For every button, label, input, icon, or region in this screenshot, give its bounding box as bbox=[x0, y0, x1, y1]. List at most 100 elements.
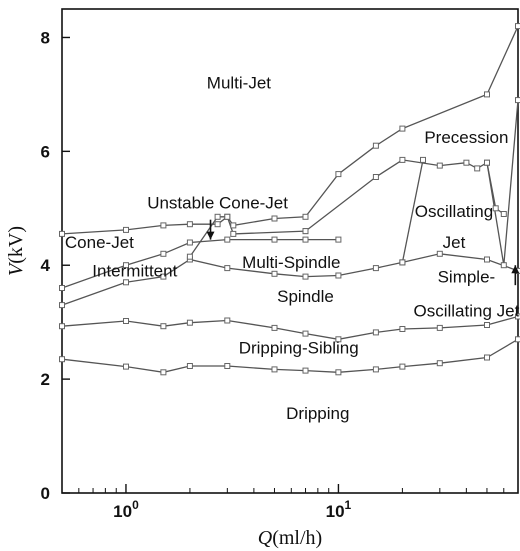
data-point bbox=[271, 324, 278, 331]
data-point bbox=[399, 156, 406, 163]
data-point bbox=[302, 273, 309, 280]
data-point bbox=[436, 250, 443, 257]
data-point bbox=[230, 222, 237, 229]
data-point bbox=[515, 97, 520, 104]
region-label: Jet bbox=[443, 233, 466, 252]
region-label: Precession bbox=[424, 128, 508, 147]
data-point bbox=[335, 236, 342, 243]
data-point bbox=[492, 205, 499, 212]
region-label: Dripping-Sibling bbox=[239, 339, 359, 358]
data-point bbox=[474, 165, 481, 172]
data-point bbox=[214, 221, 221, 228]
data-point bbox=[436, 324, 443, 331]
data-point bbox=[224, 213, 231, 220]
region-label: Multi-Spindle bbox=[242, 253, 340, 272]
data-point bbox=[335, 171, 342, 178]
data-point bbox=[224, 317, 231, 324]
data-point bbox=[302, 367, 309, 374]
data-point bbox=[160, 323, 167, 330]
data-point bbox=[160, 222, 167, 229]
region-label: Dripping bbox=[286, 404, 349, 423]
data-point bbox=[399, 363, 406, 370]
data-point bbox=[484, 322, 490, 328]
data-point bbox=[399, 326, 406, 332]
data-point bbox=[515, 313, 520, 320]
region-label: Unstable Cone-Jet bbox=[147, 193, 288, 212]
data-point bbox=[59, 230, 65, 237]
x-axis-label: Q(ml/h) bbox=[258, 527, 322, 549]
data-point bbox=[302, 228, 309, 235]
data-point bbox=[160, 369, 167, 376]
annotation-arrow-2 bbox=[511, 265, 520, 286]
data-point bbox=[372, 174, 379, 180]
data-point bbox=[123, 226, 129, 233]
data-point bbox=[302, 213, 309, 220]
data-point bbox=[515, 23, 520, 30]
boundary-line-8 bbox=[401, 159, 424, 263]
x-axis-label-unit: (ml/h) bbox=[272, 527, 322, 549]
data-point bbox=[160, 273, 167, 280]
data-point bbox=[436, 162, 443, 169]
data-point bbox=[271, 366, 278, 373]
data-point bbox=[484, 256, 490, 263]
data-point bbox=[399, 259, 406, 266]
y-axis-label: V(kV) bbox=[5, 226, 27, 276]
data-point bbox=[335, 369, 342, 376]
y-axis-label-unit: (kV) bbox=[5, 226, 27, 264]
data-point bbox=[224, 265, 231, 272]
x-tick-label: 100 bbox=[113, 498, 139, 521]
data-point bbox=[500, 211, 507, 217]
data-point bbox=[123, 318, 129, 324]
data-point bbox=[59, 302, 65, 309]
data-point bbox=[160, 250, 167, 257]
data-point bbox=[372, 265, 379, 272]
data-point bbox=[420, 156, 426, 163]
data-point bbox=[372, 329, 379, 336]
data-point bbox=[224, 236, 231, 243]
data-point bbox=[302, 236, 309, 243]
region-label: Simple- bbox=[438, 267, 496, 286]
marker-layer bbox=[59, 23, 520, 376]
data-point bbox=[335, 272, 342, 279]
y-tick-label: 8 bbox=[41, 28, 50, 47]
data-point bbox=[500, 262, 507, 269]
data-point bbox=[372, 366, 379, 373]
tick-layer: 0 2 4 6 8 100 101 bbox=[41, 28, 505, 521]
boundary-line-4 bbox=[61, 238, 339, 289]
annotation-arrow-1 bbox=[206, 219, 215, 240]
data-point bbox=[515, 336, 520, 343]
label-layer: Multi-Jet Precession Unstable Cone-Jet Osci… bbox=[65, 74, 520, 423]
data-point bbox=[372, 142, 379, 149]
region-label: Intermittent bbox=[92, 262, 177, 281]
data-point bbox=[186, 221, 193, 228]
region-label: Cone-Jet bbox=[65, 233, 134, 252]
data-point bbox=[186, 239, 193, 246]
data-point bbox=[123, 262, 129, 269]
data-point bbox=[302, 330, 309, 337]
y-axis-label-variable: V bbox=[5, 261, 27, 276]
plot-frame bbox=[61, 8, 519, 494]
y-tick-label: 2 bbox=[41, 370, 50, 389]
data-point bbox=[484, 354, 490, 361]
data-point bbox=[463, 159, 470, 166]
data-point bbox=[230, 230, 237, 237]
data-point bbox=[484, 159, 490, 166]
data-point bbox=[335, 336, 342, 343]
region-label: Oscillating Jet bbox=[413, 302, 519, 321]
data-point bbox=[399, 125, 406, 132]
y-tick-label: 4 bbox=[41, 256, 51, 275]
x-axis-label-variable: Q bbox=[258, 527, 273, 549]
data-point bbox=[186, 319, 193, 326]
y-tick-label: 0 bbox=[41, 484, 50, 503]
data-point bbox=[214, 213, 221, 220]
data-point bbox=[271, 215, 278, 222]
region-label: Spindle bbox=[277, 287, 334, 306]
data-point bbox=[436, 360, 443, 367]
data-point bbox=[186, 363, 193, 369]
data-point bbox=[59, 323, 65, 330]
data-point bbox=[186, 253, 193, 260]
boundary-line-5 bbox=[61, 25, 519, 235]
arrow-layer bbox=[206, 219, 520, 286]
data-point bbox=[271, 236, 278, 243]
data-point bbox=[59, 285, 65, 291]
